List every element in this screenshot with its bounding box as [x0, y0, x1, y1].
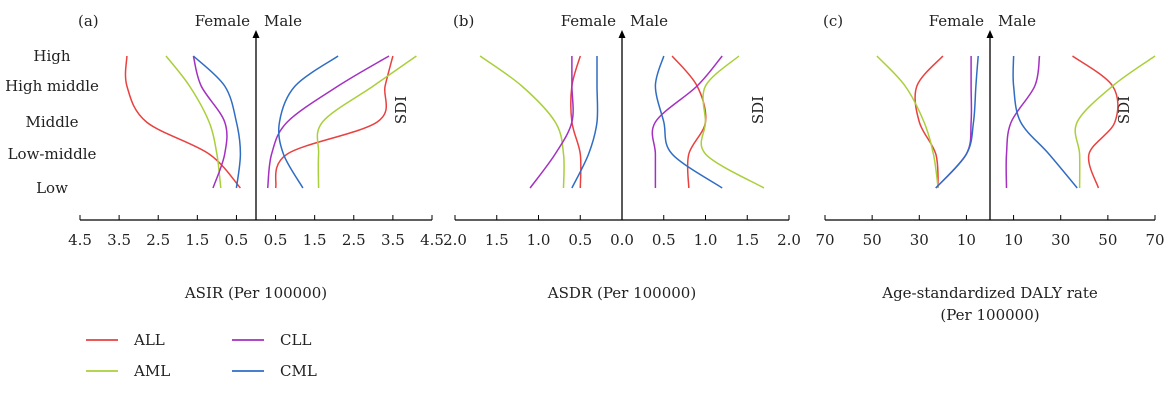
series-line-cll-male	[266, 55, 390, 189]
x-tick-label: 0.5	[652, 231, 676, 249]
series-line-all-male	[1072, 55, 1119, 189]
x-tick-label: 0.0	[610, 231, 634, 249]
legend-label: ALL	[133, 331, 165, 349]
chart-panels: 4.5 3.5 2.5 1.5 0.5 0.5 1.5 2.5 3.5 4.5 (a) Female M…	[68, 12, 1164, 324]
series-line-all-male	[671, 55, 707, 189]
panel-label: (a)	[78, 12, 99, 30]
sdi-category-high-middle: High middle	[5, 77, 99, 95]
series-line-aml-male	[700, 55, 765, 189]
x-axis-label: ASDR (Per 100000)	[547, 284, 696, 302]
series-line-aml-female	[479, 55, 565, 189]
x-tick-label: 10	[1004, 231, 1023, 249]
x-axis-label: Age-standardized DALY rate	[881, 284, 1098, 302]
axis-arrow-icon	[986, 30, 994, 38]
series-line-cml-male	[1012, 55, 1078, 189]
x-tick-label: 10	[957, 231, 976, 249]
legend: ALL AML CLL CML	[86, 331, 317, 380]
series-line-aml-female	[876, 55, 939, 189]
legend-item-cll: CLL	[232, 331, 311, 349]
series-line-aml-female	[165, 55, 222, 189]
series-line-aml-male	[316, 55, 417, 189]
panel-c: 70 50 30 10 10 30 50 70 (c) Female Male SDI Age-stan…	[815, 12, 1164, 324]
series-line-all-female	[124, 55, 241, 189]
x-tick-label: 50	[863, 231, 882, 249]
x-tick-label: 70	[1145, 231, 1164, 249]
x-tick-label: 2.0	[443, 231, 467, 249]
x-tick-label: 4.5	[68, 231, 92, 249]
x-tick-label: 2.5	[146, 231, 170, 249]
series-line-cml-female	[935, 55, 979, 189]
sdi-category-low: Low	[36, 179, 68, 197]
legend-item-all: ALL	[86, 331, 165, 349]
series-line-cll-female	[529, 56, 574, 189]
sdi-category-middle: Middle	[25, 113, 78, 131]
series-line-aml-male	[1074, 55, 1156, 189]
series-line-cml-female	[571, 55, 599, 189]
x-tick-label: 1.5	[735, 231, 759, 249]
panel-a: 4.5 3.5 2.5 1.5 0.5 0.5 1.5 2.5 3.5 4.5 (a) Female M…	[68, 12, 444, 302]
x-tick-label: 30	[910, 231, 929, 249]
series-line-all-male	[274, 55, 394, 189]
panel-label: (c)	[823, 12, 843, 30]
sdi-category-high: High	[33, 47, 70, 65]
x-tick-label: 4.5	[420, 231, 444, 249]
x-tick-label: 3.5	[381, 231, 405, 249]
sdi-axis-label: SDI	[392, 96, 410, 124]
x-tick-label: 50	[1098, 231, 1117, 249]
sdi-category-low-middle: Low-middle	[8, 145, 97, 163]
axis-arrow-icon	[618, 30, 626, 38]
series-line-cml-female	[192, 55, 242, 189]
male-side-label: Male	[264, 12, 302, 30]
series-line-cll-male	[651, 55, 723, 188]
x-tick-label: 30	[1051, 231, 1070, 249]
female-side-label: Female	[195, 12, 250, 30]
series-line-cll-female	[192, 55, 228, 189]
series-line-cll-male	[1005, 55, 1041, 189]
series-line-cml-male	[654, 55, 723, 189]
x-tick-label: 1.0	[527, 231, 551, 249]
sdi-axis-label: SDI	[749, 96, 767, 124]
axis-arrow-icon	[252, 30, 260, 38]
x-tick-label: 0.5	[264, 231, 288, 249]
x-tick-label: 0.5	[568, 231, 592, 249]
x-tick-label: 1.5	[485, 231, 509, 249]
female-side-label: Female	[561, 12, 616, 30]
male-side-label: Male	[630, 12, 668, 30]
x-tick-label: 3.5	[107, 231, 131, 249]
legend-label: CLL	[280, 331, 311, 349]
x-tick-label: 1.5	[185, 231, 209, 249]
x-tick-label: 2.0	[777, 231, 801, 249]
legend-label: CML	[280, 362, 317, 380]
series-line-all-female	[914, 55, 944, 189]
legend-label: AML	[133, 362, 170, 380]
x-axis-label: (Per 100000)	[940, 306, 1039, 324]
panel-label: (b)	[453, 12, 474, 30]
series-line-cml-male	[277, 55, 339, 189]
x-tick-label: 1.5	[303, 231, 327, 249]
sdi-axis-label: SDI	[1115, 96, 1133, 124]
legend-item-cml: CML	[232, 362, 317, 380]
x-tick-label: 70	[815, 231, 834, 249]
x-tick-label: 0.5	[225, 231, 249, 249]
x-tick-label: 2.5	[342, 231, 366, 249]
male-side-label: Male	[998, 12, 1036, 30]
sdi-category-labels: High High middle Middle Low-middle Low	[5, 47, 99, 197]
series-line-cll-female	[935, 56, 973, 189]
legend-item-aml: AML	[86, 362, 170, 380]
x-axis-label: ASIR (Per 100000)	[184, 284, 327, 302]
female-side-label: Female	[929, 12, 984, 30]
x-tick-label: 1.0	[694, 231, 718, 249]
panel-b: 2.0 1.5 1.0 0.5 0.0 0.5 1.0 1.5 2.0 (b) Female Male…	[443, 12, 801, 302]
